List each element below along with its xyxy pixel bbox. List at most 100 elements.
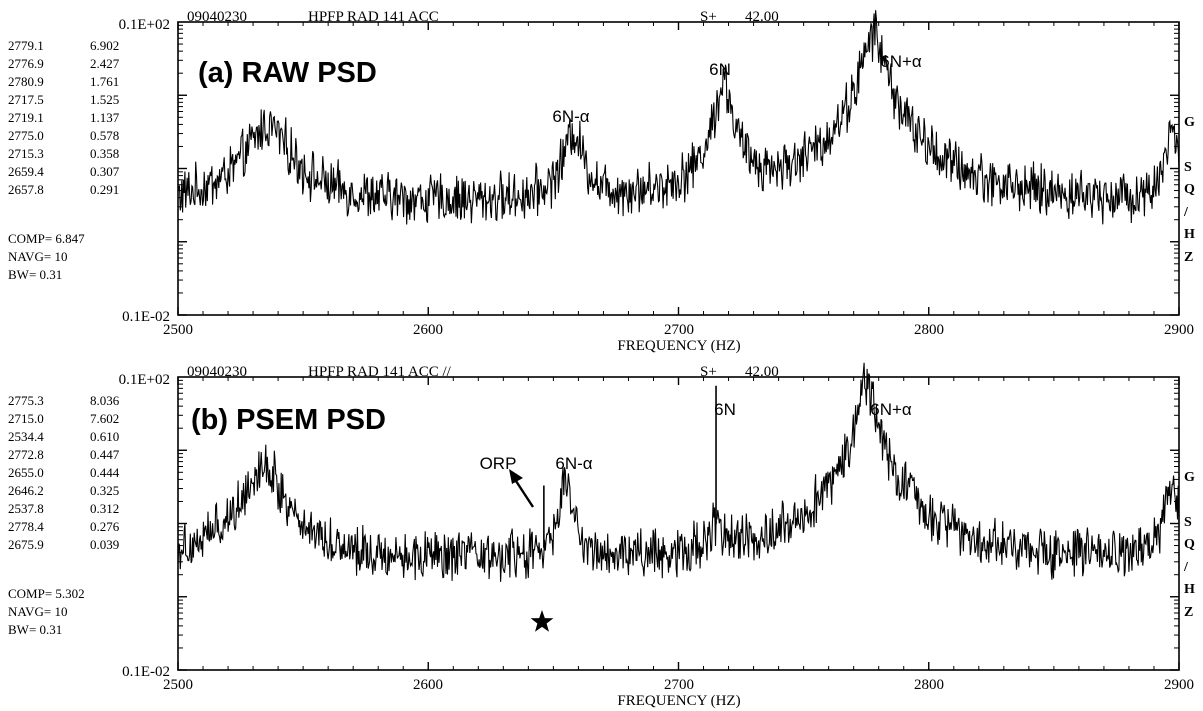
unit-char-6: Z: [1184, 605, 1193, 620]
x-tick-2500: 2500: [163, 677, 193, 693]
y-top-label: 0.1E+02: [119, 372, 170, 388]
x-tick-2700: 2700: [664, 677, 694, 693]
peak-freq-2: 2715.0: [8, 411, 44, 426]
peak-freq-4: 2772.8: [8, 447, 44, 462]
stat-bw: BW= 0.31: [8, 267, 62, 282]
x-tick-2800: 2800: [914, 677, 944, 693]
peak-freq-3: 2780.9: [8, 74, 44, 89]
peak-freq-6: 2646.2: [8, 483, 44, 498]
peak-val-2: 7.602: [90, 411, 119, 426]
annotation-6n-minus-alpha: 6N-α: [555, 454, 592, 473]
x-axis-label: FREQUENCY (HZ): [617, 338, 740, 354]
x-axis-label: FREQUENCY (HZ): [617, 693, 740, 709]
stat-comp: COMP= 6.847: [8, 231, 85, 246]
peak-freq-8: 2659.4: [8, 164, 44, 179]
peak-val-1: 6.902: [90, 38, 119, 53]
peak-freq-4: 2717.5: [8, 92, 44, 107]
peak-val-5: 0.444: [90, 465, 120, 480]
psd-line: [177, 362, 1180, 582]
unit-char-3: Q: [1184, 537, 1195, 552]
x-tick-2500: 2500: [163, 322, 193, 338]
annotation-orp: ORP: [480, 454, 517, 473]
peak-freq-1: 2775.3: [8, 393, 44, 408]
annotation-6n-plus-alpha: 6N+α: [880, 52, 922, 71]
annotation-6n: 6N: [714, 400, 736, 419]
peak-freq-7: 2537.8: [8, 501, 44, 516]
peak-val-9: 0.039: [90, 537, 119, 552]
x-tick-2800: 2800: [914, 322, 944, 338]
peak-val-6: 0.325: [90, 483, 119, 498]
stat-navg: NAVG= 10: [8, 604, 67, 619]
x-tick-labels: 2500 2600 2700 2800 2900: [163, 322, 1194, 338]
minor-ticks: [177, 22, 1180, 316]
peak-freq-7: 2715.3: [8, 146, 44, 161]
peak-freq-9: 2675.9: [8, 537, 44, 552]
x-tick-2600: 2600: [413, 322, 443, 338]
header-speed-value: 42.00: [745, 9, 779, 25]
panel-title: (a) RAW PSD: [198, 57, 377, 89]
header-code: 09040230: [187, 364, 247, 380]
header-code: 09040230: [187, 9, 247, 25]
x-tick-labels: 2500 2600 2700 2800 2900: [163, 677, 1194, 693]
y-top-label: 0.1E+02: [119, 17, 170, 33]
unit-label: G S Q / H Z: [1183, 470, 1195, 620]
peak-val-7: 0.358: [90, 146, 119, 161]
unit-char-2: S: [1184, 160, 1192, 175]
peak-val-5: 1.137: [90, 110, 120, 125]
raw-psd-chart: 09040230 HPFP RAD 141 ACC S+ 42.00 0.1E+…: [8, 9, 1195, 354]
y-bottom-label: 0.1E-02: [122, 664, 170, 680]
unit-char-1: G: [1184, 470, 1195, 485]
star-marker: [530, 610, 554, 632]
y-bottom-label: 0.1E-02: [122, 309, 170, 325]
x-tick-2900: 2900: [1164, 322, 1194, 338]
header-speed-label: S+: [700, 364, 717, 380]
unit-char-4: /: [1183, 205, 1189, 220]
unit-label: G S Q / H Z: [1183, 115, 1195, 265]
annotation-6n-minus-alpha: 6N-α: [552, 107, 589, 126]
x-tick-2700: 2700: [664, 322, 694, 338]
annotation-6n-plus-alpha: 6N+α: [870, 400, 912, 419]
panel-psem-psd: 09040230 HPFP RAD 141 ACC // S+ 42.00 0.…: [0, 355, 1203, 711]
peak-val-4: 1.525: [90, 92, 119, 107]
peak-val-7: 0.312: [90, 501, 119, 516]
peak-freq-2: 2776.9: [8, 56, 44, 71]
header-speed-label: S+: [700, 9, 717, 25]
peak-val-4: 0.447: [90, 447, 120, 462]
unit-char-2: S: [1184, 515, 1192, 530]
stat-bw: BW= 0.31: [8, 622, 62, 637]
psd-series: [177, 10, 1180, 225]
unit-char-4: /: [1183, 560, 1189, 575]
psd-series: [177, 362, 1180, 582]
orp-arrow: [509, 469, 535, 508]
unit-char-6: Z: [1184, 250, 1193, 265]
stat-comp: COMP= 5.302: [8, 586, 85, 601]
annotation-6n: 6N: [709, 60, 731, 79]
peak-val-9: 0.291: [90, 182, 119, 197]
peak-val-8: 0.276: [90, 519, 120, 534]
peak-val-8: 0.307: [90, 164, 120, 179]
psem-psd-chart: 09040230 HPFP RAD 141 ACC // S+ 42.00 0.…: [8, 362, 1195, 709]
header-channel: HPFP RAD 141 ACC: [308, 9, 439, 25]
peak-val-3: 0.610: [90, 429, 119, 444]
x-tick-2900: 2900: [1164, 677, 1194, 693]
header-speed-value: 42.00: [745, 364, 779, 380]
stat-navg: NAVG= 10: [8, 249, 67, 264]
peak-freq-6: 2775.0: [8, 128, 44, 143]
peak-freq-1: 2779.1: [8, 38, 44, 53]
peak-freq-9: 2657.8: [8, 182, 44, 197]
psd-line: [177, 10, 1180, 225]
peak-freq-3: 2534.4: [8, 429, 44, 444]
unit-char-5: H: [1184, 227, 1195, 242]
peak-val-2: 2.427: [90, 56, 120, 71]
header-channel: HPFP RAD 141 ACC //: [308, 364, 452, 380]
peak-val-6: 0.578: [90, 128, 119, 143]
peak-table: 2779.1 6.902 2776.9 2.427 2780.9 1.761 2…: [8, 38, 120, 197]
x-tick-2600: 2600: [413, 677, 443, 693]
unit-char-5: H: [1184, 582, 1195, 597]
panel-title: (b) PSEM PSD: [191, 404, 386, 436]
minor-ticks: [177, 377, 1180, 671]
peak-table: 2775.3 8.036 2715.0 7.602 2534.4 0.610 2…: [8, 393, 120, 552]
unit-char-3: Q: [1184, 182, 1195, 197]
peak-freq-5: 2719.1: [8, 110, 44, 125]
unit-char-1: G: [1184, 115, 1195, 130]
